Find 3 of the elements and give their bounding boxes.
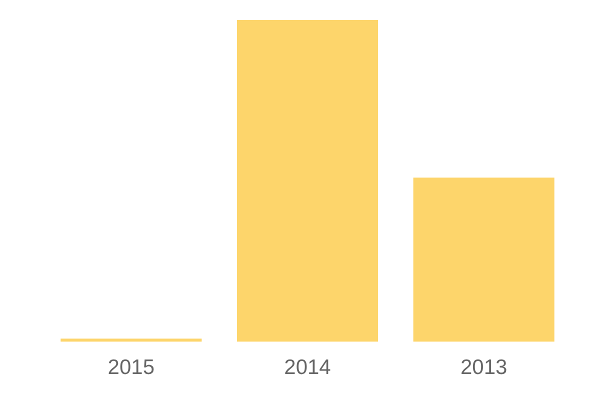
x-tick-label: 2015 [108, 356, 155, 380]
x-tick-label: 2014 [284, 356, 332, 380]
x-tick-label: 2013 [460, 356, 508, 380]
